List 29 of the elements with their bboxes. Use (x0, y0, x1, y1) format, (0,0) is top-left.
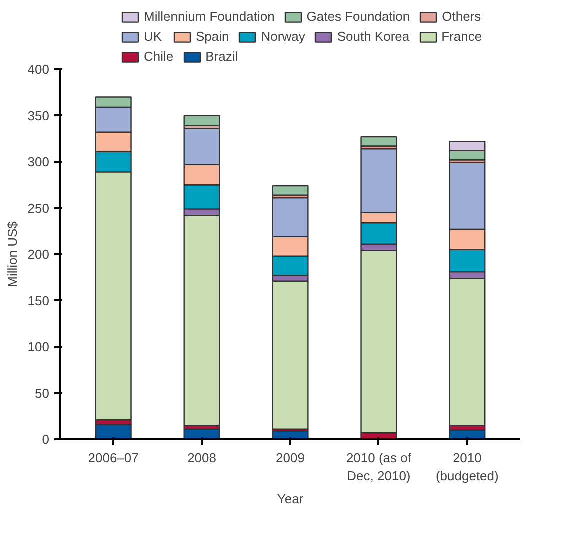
bar (360, 136, 398, 147)
legend-label: France (442, 29, 482, 44)
x-axis-title: Year (277, 492, 304, 506)
legend-label: Gates Foundation (306, 9, 410, 24)
legend-label: Brazil (206, 49, 238, 64)
y-axis-title: Million US$ (4, 220, 20, 288)
y-tick-label: 50 (35, 386, 50, 401)
y-tick-label: 200 (28, 247, 50, 262)
legend-label: Millennium Foundation (144, 9, 275, 24)
x-tick-label: 2006–07 (88, 450, 139, 466)
legend-label: Chile (144, 49, 174, 64)
x-tick-label: 2009 (276, 450, 305, 466)
legend-label: UK (144, 29, 164, 44)
legend-label: Others (442, 9, 482, 24)
x-tick-label: 2010 (budgeted) (436, 450, 499, 484)
x-tick-label: 2008 (188, 450, 216, 466)
bar (184, 115, 220, 127)
y-tick-label: 350 (28, 108, 50, 124)
legend-label: Norway (261, 29, 306, 44)
x-tick-label: 2010 (as of Dec, 2010) (346, 450, 412, 484)
y-tick-label: 0 (42, 432, 50, 447)
y-tick-label: 250 (28, 200, 50, 216)
y-tick-label: 150 (28, 293, 50, 308)
bar (272, 185, 309, 196)
y-tick-label: 100 (28, 340, 50, 354)
legend-label: South Korea (337, 29, 410, 44)
y-tick-label: 400 (28, 62, 50, 77)
legend-label: Spain (196, 29, 230, 44)
y-tick-label: 300 (28, 154, 50, 170)
